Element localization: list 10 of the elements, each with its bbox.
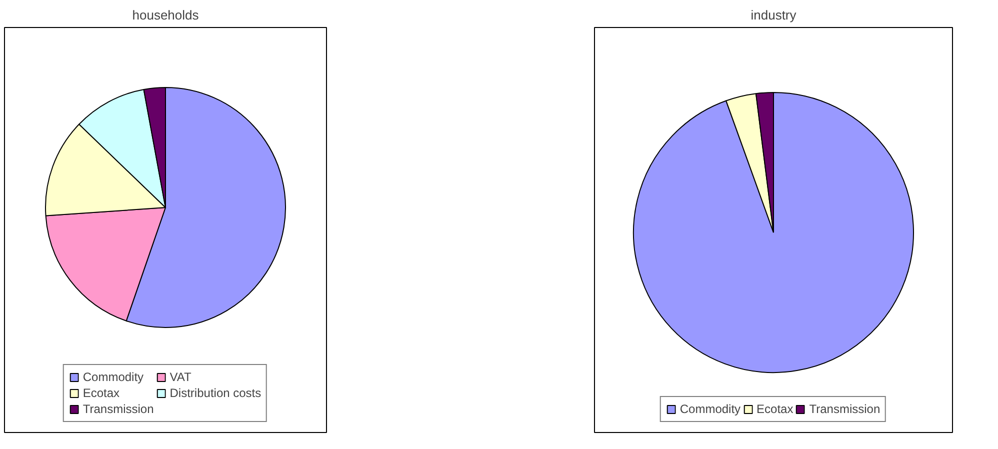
legend-label: Distribution costs bbox=[170, 386, 262, 400]
legend-label: Transmission bbox=[82, 402, 154, 416]
legend-label: VAT bbox=[170, 370, 192, 384]
chart-title: households bbox=[132, 8, 200, 22]
legend-label: Ecotax bbox=[756, 402, 794, 416]
legend-label: Ecotax bbox=[82, 386, 120, 400]
legend-label: Commodity bbox=[680, 402, 741, 416]
chart-title: industry bbox=[750, 8, 797, 22]
legend-label: Transmission bbox=[809, 402, 880, 416]
legend-label: Commodity bbox=[82, 370, 144, 384]
